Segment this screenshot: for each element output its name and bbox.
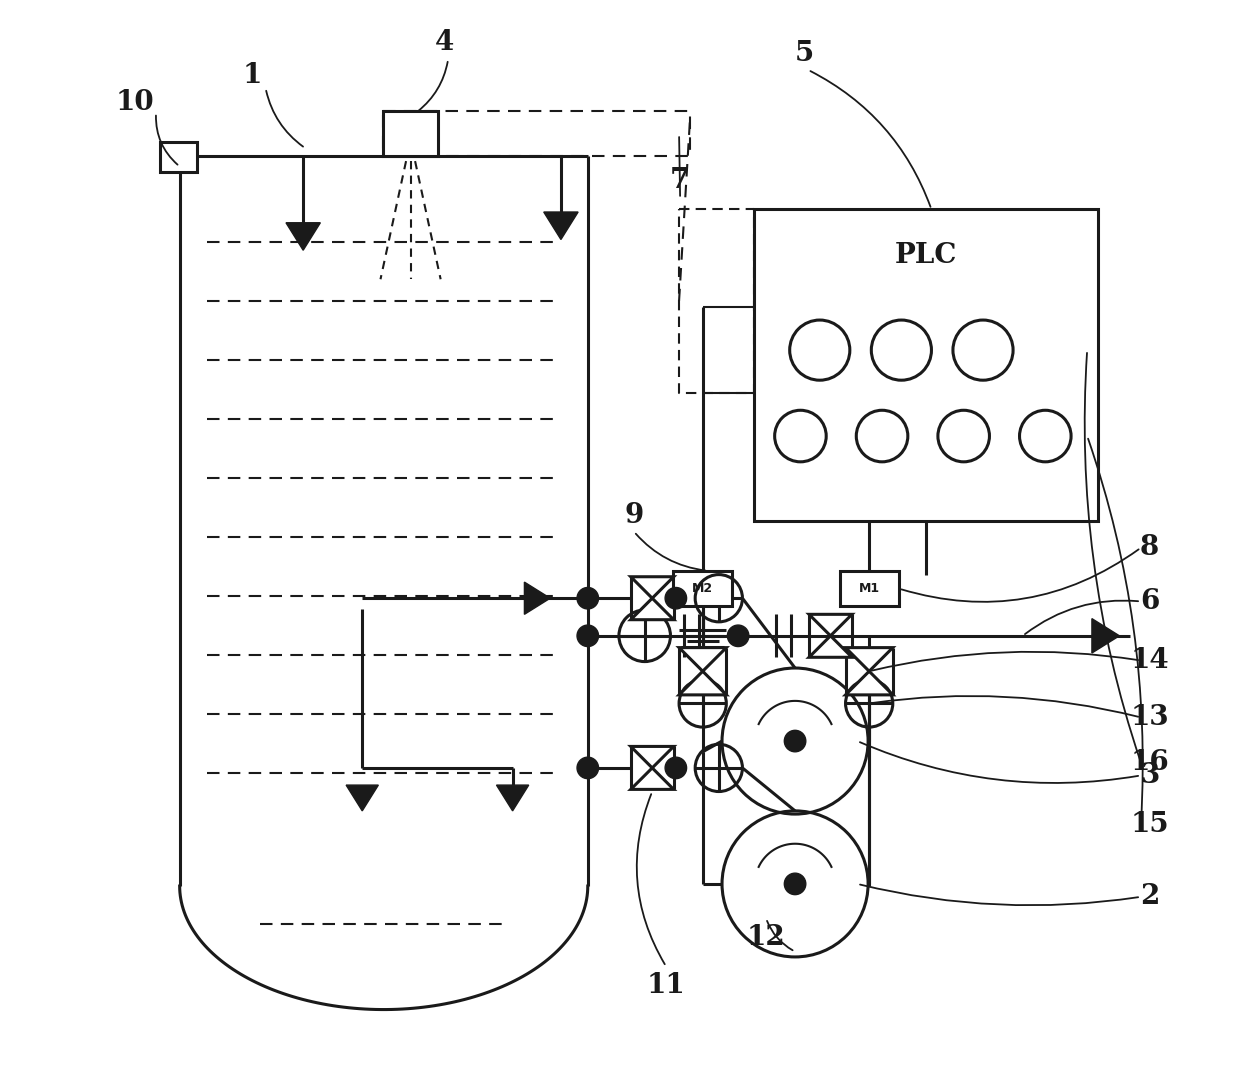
- Text: 8: 8: [1140, 534, 1159, 562]
- Circle shape: [577, 757, 599, 779]
- Polygon shape: [808, 636, 852, 657]
- Polygon shape: [846, 648, 893, 671]
- Text: 13: 13: [1130, 703, 1169, 731]
- Text: 7: 7: [670, 166, 688, 194]
- Polygon shape: [544, 212, 578, 240]
- Bar: [160, 142, 197, 172]
- Bar: [383, 111, 439, 156]
- Text: 12: 12: [746, 924, 785, 952]
- Text: 15: 15: [1130, 811, 1169, 839]
- Text: 1: 1: [243, 61, 263, 89]
- Text: 2: 2: [1140, 883, 1159, 911]
- Polygon shape: [631, 598, 673, 620]
- Text: 11: 11: [647, 972, 686, 1000]
- Circle shape: [785, 873, 806, 895]
- Polygon shape: [496, 785, 528, 811]
- Text: 16: 16: [1130, 749, 1169, 777]
- Polygon shape: [680, 648, 727, 671]
- Polygon shape: [525, 582, 551, 614]
- Text: 9: 9: [624, 502, 644, 529]
- Circle shape: [577, 625, 599, 647]
- Polygon shape: [680, 671, 727, 695]
- Text: 14: 14: [1130, 647, 1169, 674]
- Polygon shape: [346, 785, 378, 811]
- Polygon shape: [808, 614, 852, 636]
- Circle shape: [577, 587, 599, 609]
- Text: PLC: PLC: [895, 242, 957, 270]
- Bar: [754, 209, 1097, 521]
- Polygon shape: [631, 577, 673, 598]
- Circle shape: [665, 757, 687, 779]
- Polygon shape: [1092, 619, 1120, 653]
- Polygon shape: [286, 222, 320, 250]
- Circle shape: [785, 730, 806, 752]
- Text: 6: 6: [1140, 587, 1159, 615]
- Polygon shape: [846, 671, 893, 695]
- Circle shape: [665, 587, 687, 609]
- Text: 5: 5: [795, 40, 815, 68]
- Text: 10: 10: [115, 88, 154, 116]
- Circle shape: [728, 625, 749, 647]
- Bar: [673, 571, 733, 606]
- Text: M1: M1: [858, 582, 879, 595]
- Text: M2: M2: [692, 582, 713, 595]
- Text: 3: 3: [1140, 761, 1159, 789]
- Polygon shape: [631, 746, 673, 768]
- Bar: [839, 571, 899, 606]
- Polygon shape: [631, 768, 673, 789]
- Text: 4: 4: [435, 29, 455, 57]
